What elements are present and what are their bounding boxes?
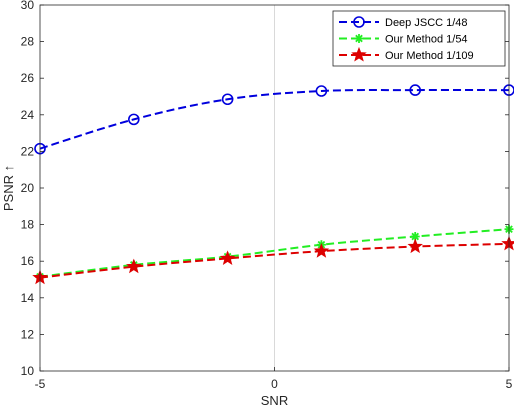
data-point-our-method-1-109 xyxy=(126,258,142,274)
data-point-our-method-1-109 xyxy=(313,243,330,258)
y-tick-label: 20 xyxy=(21,181,35,195)
y-tick-label: 14 xyxy=(21,291,35,305)
series-line-our-method-1-109 xyxy=(39,242,510,279)
data-point-our-method-1-109 xyxy=(407,238,423,254)
y-tick-label: 16 xyxy=(21,254,35,268)
data-point-our-method-1-109 xyxy=(219,250,236,266)
data-point-deep-jscc-1-48 xyxy=(409,84,422,96)
legend-entry-label: Our Method 1/109 xyxy=(385,50,474,62)
series-line-our-method-1-54 xyxy=(39,228,510,278)
legend-marker xyxy=(353,16,365,28)
y-tick-label: 30 xyxy=(21,0,35,12)
legend-entry-label: Our Method 1/54 xyxy=(385,34,468,46)
y-tick-label: 24 xyxy=(21,108,35,122)
y-tick-label: 26 xyxy=(21,71,35,85)
data-point-deep-jscc-1-48 xyxy=(221,93,234,106)
series-line-deep-jscc-1-48 xyxy=(39,89,510,150)
data-point-deep-jscc-1-48 xyxy=(315,85,328,97)
legend-marker xyxy=(354,34,364,43)
y-tick-label: 22 xyxy=(21,144,35,158)
y-tick-label: 12 xyxy=(21,327,35,341)
y-tick-label: 28 xyxy=(21,35,35,49)
x-tick-label: 5 xyxy=(506,377,513,391)
y-tick-label: 10 xyxy=(21,364,35,378)
y-axis-label: PSNR ↑ xyxy=(1,165,16,211)
x-tick-label: 0 xyxy=(271,377,278,391)
legend: Deep JSCC 1/48 Our Method 1/54 Our Method … xyxy=(332,10,506,67)
x-axis-label: SNR xyxy=(261,393,288,408)
legend-entry-label: Deep JSCC 1/48 xyxy=(385,17,468,29)
y-tick-label: 18 xyxy=(21,218,35,232)
legend-marker xyxy=(351,46,367,62)
data-point-deep-jscc-1-48 xyxy=(128,113,140,126)
x-tick-label: -5 xyxy=(35,377,46,391)
